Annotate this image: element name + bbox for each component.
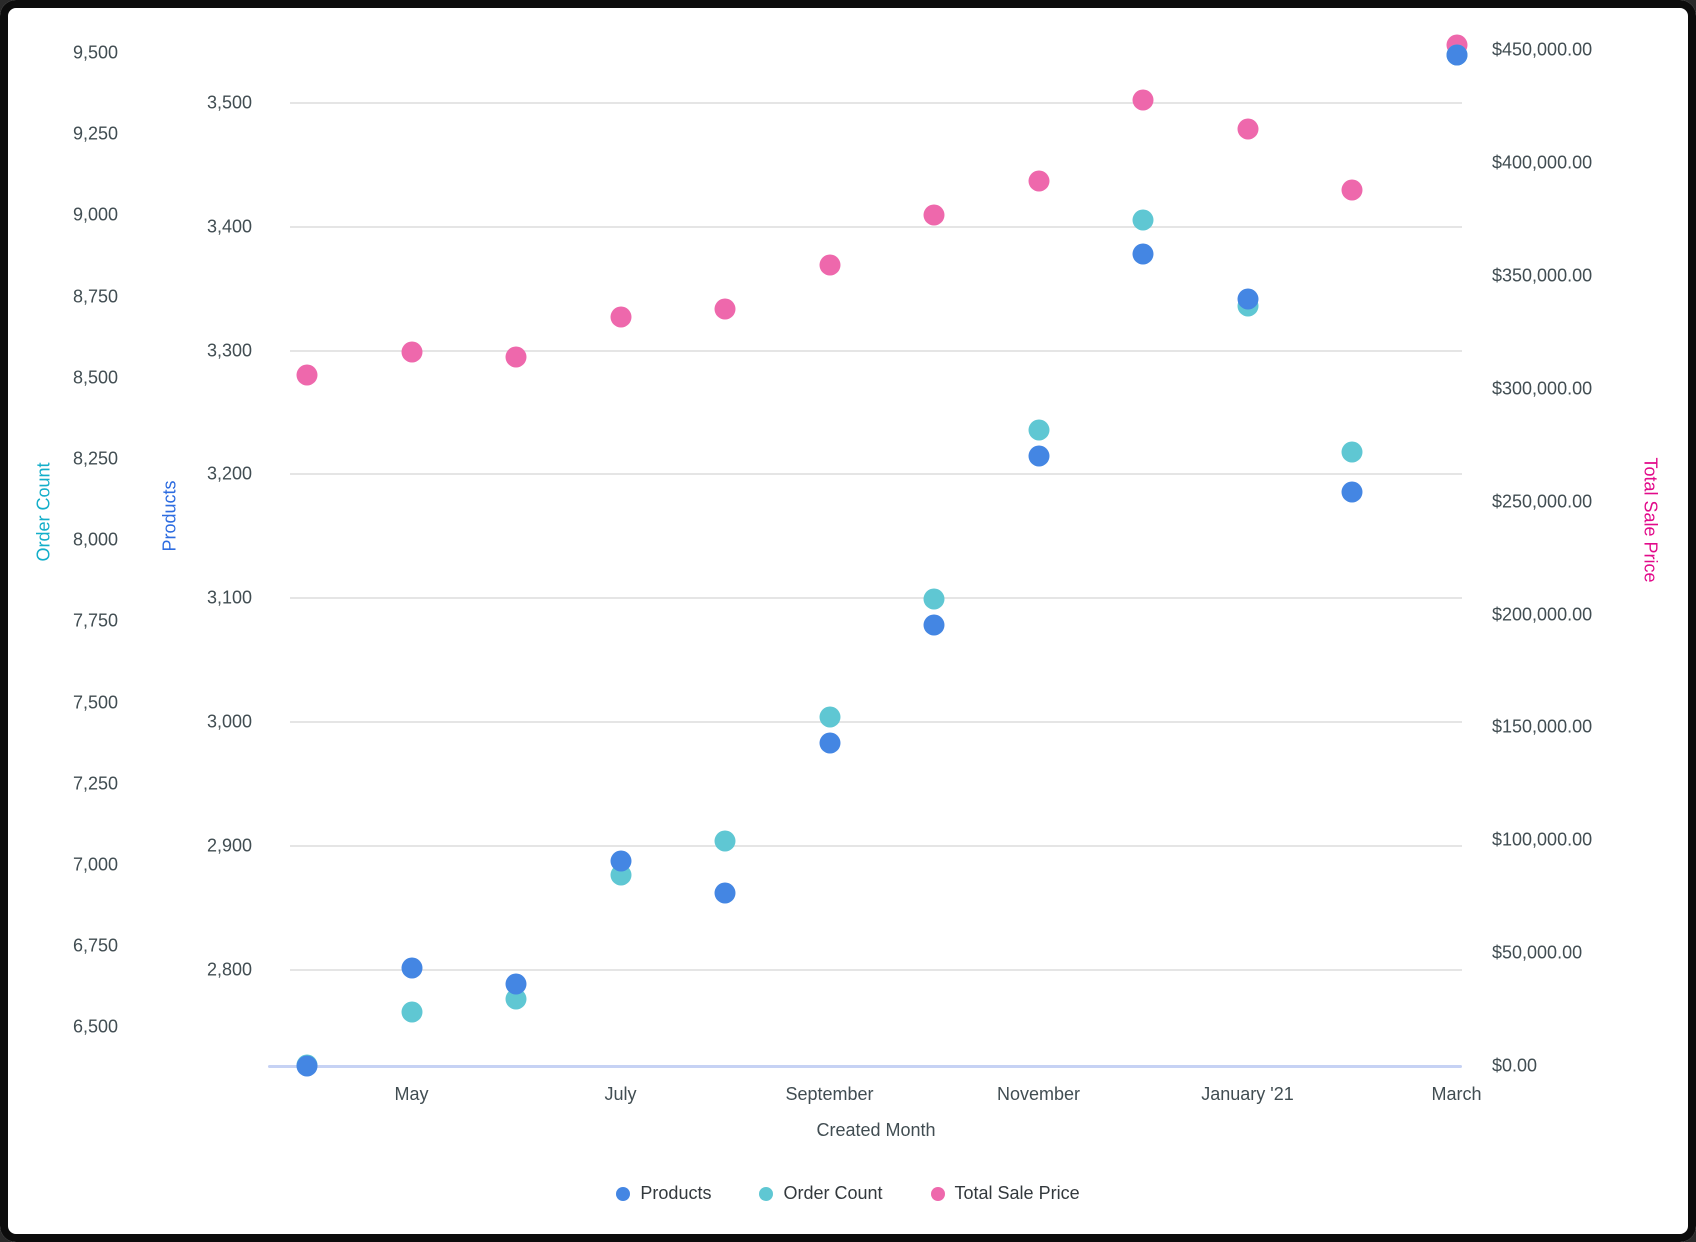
data-point-products[interactable] [714, 882, 736, 904]
order-count-tick-label: 8,250 [72, 448, 118, 469]
data-point-order_count[interactable] [714, 830, 736, 852]
x-axis-tick-label: July [604, 1084, 637, 1104]
data-point-total_sale_price[interactable] [505, 346, 527, 368]
order-count-tick-label: 8,000 [72, 529, 118, 550]
total-sale-price-tick-label: $300,000.00 [1492, 378, 1593, 399]
order-count-tick-label: 7,750 [72, 610, 118, 631]
legend: Products Order Count Total Sale Price [0, 1183, 1696, 1204]
data-point-order_count[interactable] [401, 1001, 422, 1023]
legend-dot-icon [759, 1186, 774, 1201]
products-tick-label: 3,500 [206, 92, 252, 113]
x-axis-tick-label: May [394, 1084, 429, 1104]
x-axis-tick-label: September [785, 1084, 874, 1104]
data-point-total_sale_price[interactable] [296, 364, 318, 386]
x-axis-tick-label: March [1431, 1084, 1482, 1104]
data-point-total_sale_price[interactable] [401, 341, 422, 363]
data-point-total_sale_price[interactable] [923, 204, 945, 226]
total-sale-price-axis-title: Total Sale Price [1640, 457, 1661, 583]
data-point-order_count[interactable] [1341, 441, 1363, 463]
data-point-products[interactable] [505, 973, 527, 995]
x-axis-tick-label: January '21 [1201, 1084, 1294, 1104]
total-sale-price-tick-label: $0.00 [1492, 1055, 1538, 1076]
order-count-tick-label: 7,000 [72, 854, 118, 875]
legend-dot-icon [616, 1186, 631, 1201]
order-count-tick-label: 9,250 [72, 123, 118, 144]
order-count-tick-label: 7,500 [72, 692, 118, 713]
data-point-total_sale_price[interactable] [714, 298, 736, 320]
order-count-tick-label: 6,750 [72, 935, 118, 956]
total-sale-price-tick-label: $350,000.00 [1492, 265, 1593, 286]
data-point-order_count[interactable] [819, 706, 840, 728]
order-count-tick-label: 9,500 [72, 42, 118, 63]
data-point-total_sale_price[interactable] [1132, 89, 1154, 111]
gridline [290, 102, 1462, 104]
data-point-total_sale_price[interactable] [610, 306, 631, 328]
data-point-products[interactable] [1132, 243, 1154, 265]
legend-label: Order Count [783, 1183, 883, 1203]
gridline [290, 225, 1462, 228]
products-tick-label: 3,100 [206, 587, 252, 608]
gridline [290, 968, 1462, 971]
data-point-products[interactable] [1028, 445, 1049, 467]
total-sale-price-tick-label: $200,000.00 [1492, 604, 1593, 625]
total-sale-price-tick-label: $250,000.00 [1492, 491, 1593, 512]
products-axis-title: Products [159, 480, 180, 552]
x-axis-line [268, 1065, 1462, 1068]
data-point-total_sale_price[interactable] [1028, 170, 1049, 192]
order-count-tick-label: 8,500 [72, 367, 118, 388]
products-tick-label: 3,200 [206, 463, 252, 484]
products-tick-label: 3,400 [206, 216, 252, 237]
legend-item-products[interactable]: Products [616, 1183, 711, 1204]
products-tick-label: 3,300 [206, 340, 252, 361]
data-point-order_count[interactable] [923, 588, 945, 610]
order-count-tick-label: 8,750 [72, 286, 118, 307]
data-point-products[interactable] [819, 732, 840, 754]
order-count-tick-label: 6,500 [72, 1016, 118, 1037]
products-tick-label: 2,900 [206, 835, 252, 856]
data-point-order_count[interactable] [1132, 209, 1154, 231]
order-count-tick-label: 7,250 [72, 773, 118, 794]
total-sale-price-tick-label: $450,000.00 [1492, 39, 1593, 60]
gridline [290, 844, 1462, 847]
gridline [290, 473, 1462, 476]
total-sale-price-tick-label: $150,000.00 [1492, 716, 1593, 737]
data-point-products[interactable] [1341, 481, 1363, 503]
gridline [290, 349, 1462, 352]
products-tick-label: 2,800 [206, 959, 252, 980]
legend-item-order-count[interactable]: Order Count [759, 1183, 883, 1204]
order-count-tick-label: 9,000 [72, 204, 118, 225]
data-point-order_count[interactable] [1028, 419, 1049, 441]
products-tick-label: 3,000 [206, 711, 252, 732]
total-sale-price-tick-label: $50,000.00 [1492, 942, 1583, 963]
legend-label: Products [640, 1183, 712, 1203]
data-point-total_sale_price[interactable] [1341, 179, 1363, 201]
data-point-products[interactable] [401, 957, 422, 979]
gridline [290, 597, 1462, 600]
order-count-axis-title: Order Count [33, 462, 54, 562]
data-point-products[interactable] [1237, 288, 1258, 310]
total-sale-price-tick-label: $400,000.00 [1492, 152, 1593, 173]
x-axis-title: Created Month [816, 1120, 936, 1140]
legend-item-total-sale-price[interactable]: Total Sale Price [930, 1183, 1080, 1204]
gridline [290, 721, 1462, 723]
data-point-products[interactable] [1446, 44, 1467, 66]
total-sale-price-tick-label: $100,000.00 [1492, 829, 1593, 850]
legend-dot-icon [930, 1186, 945, 1201]
data-point-products[interactable] [296, 1055, 318, 1077]
data-point-total_sale_price[interactable] [1237, 118, 1258, 140]
data-point-products[interactable] [923, 614, 945, 636]
data-point-products[interactable] [610, 850, 631, 872]
x-axis-tick-label: November [996, 1084, 1081, 1104]
legend-label: Total Sale Price [954, 1183, 1080, 1203]
data-point-total_sale_price[interactable] [819, 254, 840, 276]
